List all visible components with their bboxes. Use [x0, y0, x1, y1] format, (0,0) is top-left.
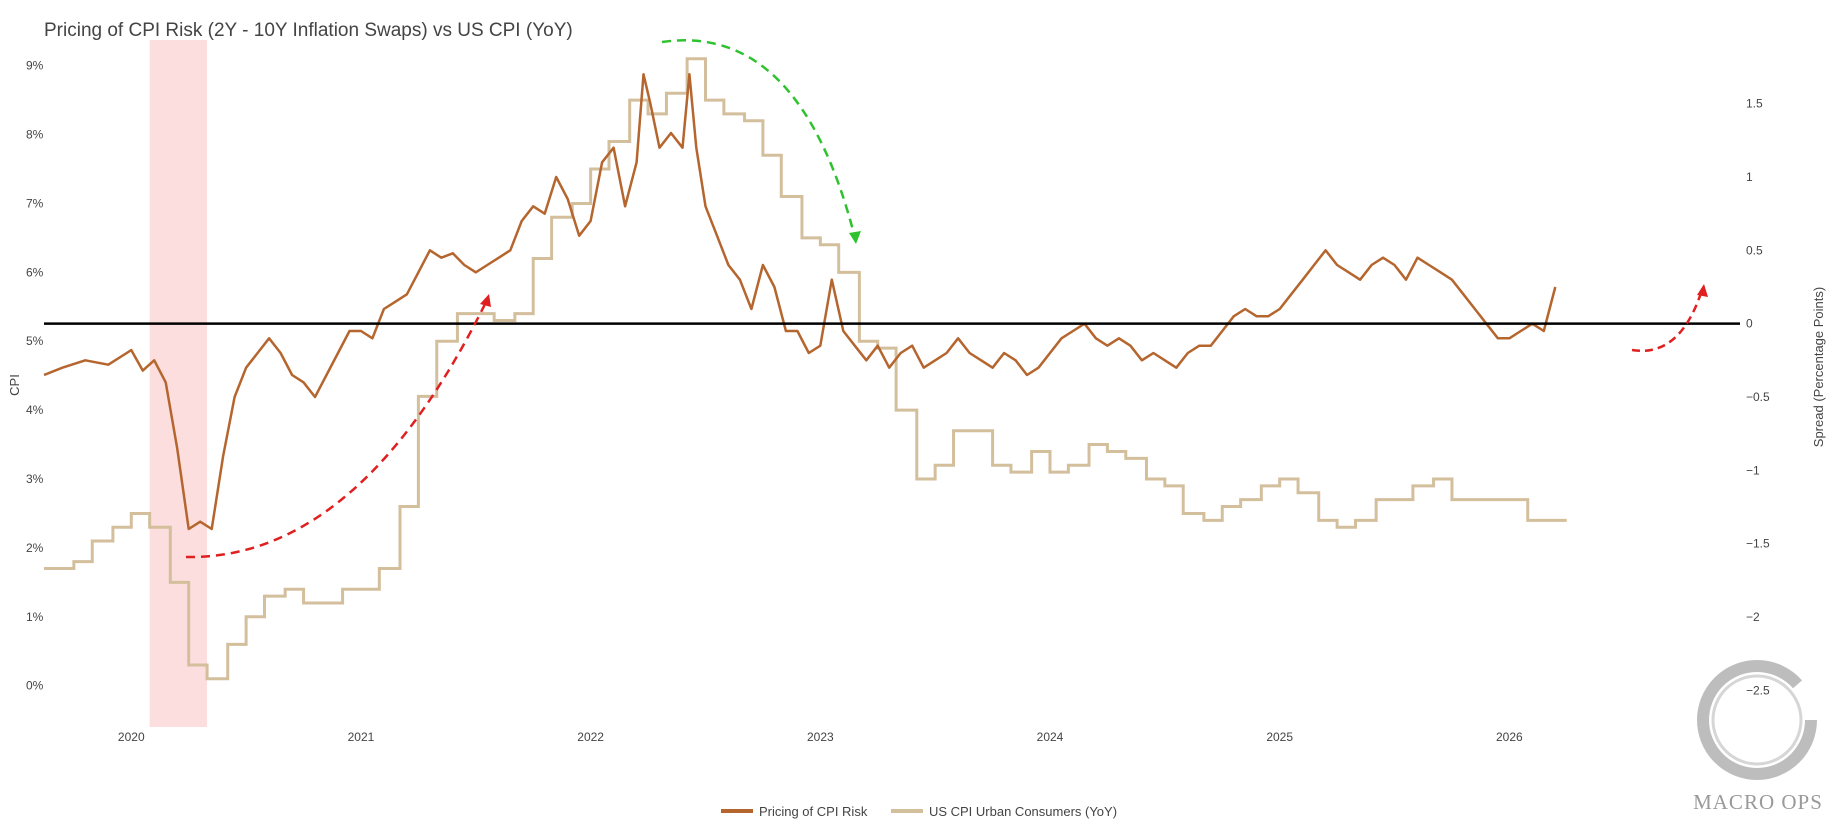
red-arrow-annotation [185, 297, 490, 559]
left-axis-ticks: 9% 8% 7% 6% 5% 4% 3% 2% 1% 0% [26, 59, 44, 693]
red-arrow-annotation-2 [1631, 289, 1704, 353]
x-tick-label: 2025 [1266, 730, 1293, 744]
legend-label-cpi-risk: Pricing of CPI Risk [758, 803, 868, 819]
right-tick-label: −1.5 [1746, 537, 1770, 551]
left-axis-label: CPI [7, 374, 22, 396]
x-tick-label: 2020 [118, 730, 145, 744]
red-arrowhead-2 [1697, 284, 1708, 297]
legend-item-us-cpi[interactable]: US CPI Urban Consumers (YoY) [890, 803, 1118, 819]
x-tick-label: 2022 [577, 730, 604, 744]
left-tick-label: 7% [26, 196, 44, 210]
recession-shading-layer [149, 40, 208, 727]
chart-title: Pricing of CPI Risk (2Y - 10Y Inflation … [44, 20, 573, 41]
right-tick-label: 1 [1746, 170, 1753, 184]
left-tick-label: 2% [26, 541, 44, 555]
right-tick-label: −1 [1746, 463, 1760, 477]
x-tick-label: 2023 [807, 730, 834, 744]
right-tick-label: −2.5 [1746, 683, 1770, 697]
right-tick-label: −2 [1746, 610, 1760, 624]
right-tick-label: 1.5 [1746, 97, 1763, 111]
legend-swatch-us-cpi [890, 809, 923, 813]
left-tick-label: 0% [26, 679, 44, 693]
right-tick-label: 0.5 [1746, 243, 1763, 257]
left-tick-label: 1% [26, 610, 44, 624]
red-arrowhead [480, 294, 491, 307]
left-tick-label: 9% [26, 59, 44, 73]
x-tick-label: 2021 [348, 730, 375, 744]
x-tick-label: 2024 [1037, 730, 1064, 744]
series-line-us-cpi [44, 57, 1567, 681]
left-tick-label: 6% [26, 265, 44, 279]
right-tick-label: 0 [1746, 317, 1753, 331]
legend: Pricing of CPI Risk US CPI Urban Consume… [0, 801, 1838, 819]
left-tick-label: 4% [26, 403, 44, 417]
macro-ops-logo [1697, 660, 1817, 780]
right-axis-ticks: 1.5 1 0.5 0 −0.5 −1 −1.5 −2 −2.5 [1746, 97, 1770, 698]
left-tick-label: 8% [26, 128, 44, 142]
recession-shading [149, 40, 208, 727]
legend-swatch-cpi-risk [720, 809, 753, 813]
x-axis-ticks: 2020 2021 2022 2023 2024 2025 2026 [118, 730, 1523, 744]
right-tick-label: −0.5 [1746, 390, 1770, 404]
legend-label-us-cpi: US CPI Urban Consumers (YoY) [928, 803, 1118, 819]
right-axis-label: Spread (Percentage Points) [1811, 287, 1826, 447]
brand-name: MACRO OPS [1693, 790, 1823, 814]
left-tick-label: 3% [26, 472, 44, 486]
green-arrowhead [849, 231, 861, 244]
legend-item-cpi-risk[interactable]: Pricing of CPI Risk [720, 803, 868, 819]
left-tick-label: 5% [26, 334, 44, 348]
green-arrow-annotation [661, 39, 857, 239]
annotation-arrows [185, 39, 1708, 559]
series-layer [43, 57, 1567, 681]
x-tick-label: 2026 [1496, 730, 1523, 744]
series-line-cpi-risk [43, 73, 1557, 531]
